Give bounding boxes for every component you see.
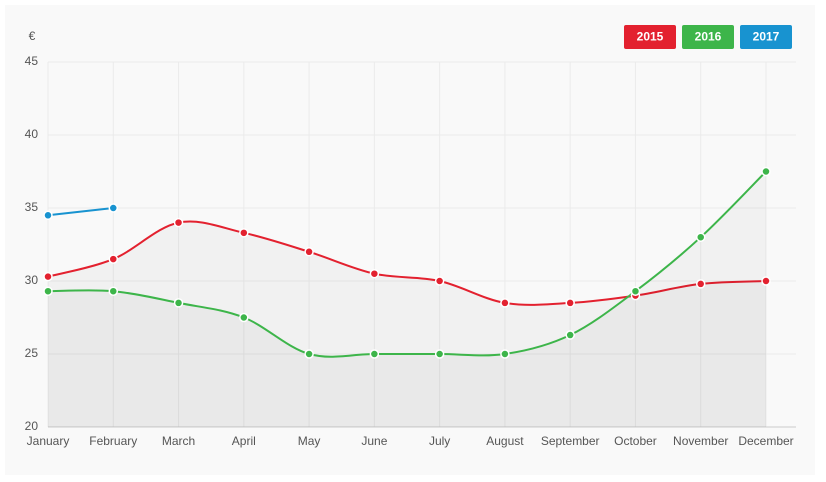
x-tick-label: July bbox=[429, 434, 450, 448]
data-point bbox=[630, 286, 641, 296]
data-point bbox=[173, 298, 184, 308]
legend-item[interactable]: 2016 bbox=[682, 25, 734, 49]
data-point bbox=[239, 228, 249, 238]
x-tick-label: February bbox=[89, 434, 137, 448]
data-point bbox=[108, 286, 119, 296]
legend-item[interactable]: 2015 bbox=[624, 25, 676, 49]
data-point bbox=[304, 349, 314, 359]
legend-button[interactable] bbox=[682, 25, 734, 49]
data-point bbox=[434, 349, 445, 359]
data-point bbox=[108, 203, 119, 213]
x-tick-label: January bbox=[27, 434, 70, 448]
data-point bbox=[239, 312, 249, 323]
series-line bbox=[47, 220, 767, 306]
y-tick-label: 20 bbox=[25, 419, 39, 433]
data-point bbox=[565, 298, 575, 308]
y-axis-label: € bbox=[29, 29, 36, 43]
card bbox=[5, 5, 815, 475]
legend-item[interactable]: 2017 bbox=[740, 25, 792, 49]
legend-button[interactable] bbox=[624, 25, 676, 49]
legend-label[interactable]: 2015 bbox=[637, 30, 664, 44]
x-tick-label: November bbox=[673, 434, 728, 448]
y-tick-label: 40 bbox=[25, 127, 39, 141]
data-point bbox=[500, 298, 510, 308]
y-tick-label: 30 bbox=[25, 273, 39, 287]
data-point bbox=[565, 330, 575, 340]
x-tick-label: March bbox=[162, 434, 195, 448]
data-point bbox=[695, 232, 706, 242]
x-tick-label: April bbox=[232, 434, 256, 448]
data-point bbox=[43, 286, 53, 296]
legend-label[interactable]: 2016 bbox=[695, 30, 722, 44]
data-point bbox=[173, 217, 184, 228]
y-tick-label: 45 bbox=[25, 54, 39, 68]
data-point bbox=[304, 247, 314, 257]
x-tick-label: August bbox=[486, 434, 524, 448]
data-point bbox=[43, 271, 53, 282]
legend-label[interactable]: 2017 bbox=[753, 30, 780, 44]
x-tick-label: June bbox=[361, 434, 387, 448]
data-point bbox=[43, 210, 53, 221]
x-tick-label: May bbox=[298, 434, 321, 448]
y-tick-label: 35 bbox=[25, 200, 39, 214]
data-point bbox=[761, 276, 771, 286]
data-point bbox=[761, 166, 771, 177]
x-tick-label: September bbox=[541, 434, 600, 448]
y-tick-label: 25 bbox=[25, 346, 39, 360]
data-point bbox=[369, 349, 380, 359]
data-point bbox=[108, 254, 119, 264]
data-point bbox=[369, 268, 380, 279]
x-tick-label: October bbox=[614, 434, 657, 448]
data-point bbox=[695, 279, 706, 289]
x-tick-label: December bbox=[738, 434, 793, 448]
data-point bbox=[434, 276, 445, 286]
legend-button[interactable] bbox=[740, 25, 792, 49]
data-point bbox=[500, 349, 510, 359]
